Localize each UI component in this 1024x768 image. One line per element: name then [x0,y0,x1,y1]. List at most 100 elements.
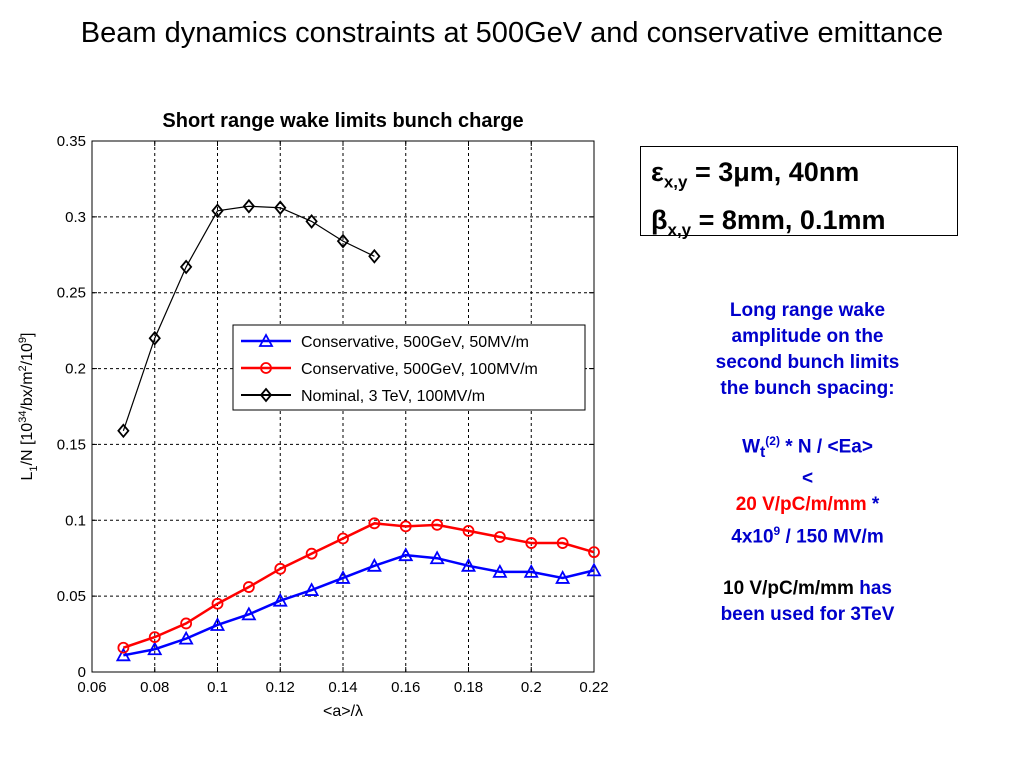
triangle-marker [209,617,226,631]
denom-rest: / 150 MV/m [780,526,884,548]
triangle-marker [178,630,194,645]
circle-marker [368,517,381,530]
emittance-subscript: x,y [663,172,688,192]
x-tick-label: 0.18 [454,679,483,696]
series-line [122,205,375,431]
used-value: 10 V/pC/m/mm [723,578,854,600]
triangle-marker [555,570,571,584]
circle-marker [588,546,600,559]
series-line [123,553,595,657]
formula-rest: * N / <Ea> [779,436,873,458]
y-axis-label-part: /N [10 [19,423,36,466]
legend: Conservative, 500GeV, 50MV/m Conservative… [232,324,586,411]
used-line-2: been used for 3TeV [720,604,895,626]
x-tick-label: 0.08 [140,679,169,696]
used-text-1: has [853,578,892,600]
series-circle [117,517,600,654]
series-diamond [117,198,381,439]
triangle-marker [398,547,414,562]
legend-label: Conservative, 500GeV, 100MV/m [301,361,538,378]
diamond-marker [242,198,256,214]
y-tick-label: 0.3 [65,209,86,226]
formula-sub: t [760,444,766,462]
diamond-marker [259,387,273,403]
denominator-line: 4x109 / 150 MV/m [670,518,945,550]
diamond-marker [368,248,381,264]
chart-title: Short range wake limits bunch charge [162,110,524,132]
diamond-marker [148,330,161,346]
legend-box [232,324,586,411]
diamond-marker [274,200,287,216]
triangle-marker [258,333,274,347]
y-tick-label: 0.15 [57,436,86,453]
circle-marker [148,631,161,644]
series-triangle [115,547,602,662]
x-tick-label: 0.2 [521,679,542,696]
circle-marker [556,537,569,549]
wake-formula: Wt(2) * N / <Ea> [670,428,945,466]
y-tick-label: 0.05 [57,588,86,605]
triangle-marker [147,641,163,656]
x-tick-label: 0.14 [328,679,357,696]
parameter-box: εx,y = 3μm, 40nm βx,y = 8mm, 0.1mm [640,146,958,240]
denom-sup: 9 [773,524,781,539]
triangle-marker [272,592,288,607]
triangle-marker [241,606,257,621]
circle-marker [493,531,506,543]
less-than: < [801,468,814,490]
slide-title: Beam dynamics constraints at 500GeV and … [80,17,944,49]
x-axis-label: <a>/λ [323,703,363,720]
y-tick-label: 0.1 [65,512,86,529]
triangle-marker [115,647,131,662]
formula-sup: (2) [765,434,780,448]
series-line [122,522,595,649]
triangle-marker [460,557,477,572]
circle-marker [260,362,272,374]
circle-marker [305,547,318,560]
note-line: amplitude on the [731,326,884,347]
diamond-marker [305,214,318,229]
x-tick-label: 0.12 [266,679,295,696]
circle-marker [431,518,444,531]
emittance-symbol: ε [651,157,664,187]
y-axis-label-part: /bx/m [19,371,36,410]
wake-note: Long range wake amplitude on the second … [670,298,945,628]
beta-line: βx,y = 8mm, 0.1mm [651,201,957,249]
used-line-1: 10 V/pC/m/mm has [670,576,945,602]
triangle-marker [492,563,508,578]
diamond-marker [179,259,193,275]
legend-label: Conservative, 500GeV, 50MV/m [301,334,529,351]
y-axis-label-part: 34 [17,411,29,423]
y-axis-label-part: ] [19,332,36,336]
formula-w: W [742,436,761,458]
y-axis-label-part: 1 [28,465,40,471]
limit-star: * [866,494,880,516]
diamond-marker [336,233,350,249]
beta-subscript: x,y [667,220,692,240]
y-axis-label-part: 2 [17,365,29,371]
circle-marker [462,525,475,537]
beta-value: = 8mm, 0.1mm [691,205,886,236]
legend-label: Nominal, 3 TeV, 100MV/m [301,388,485,405]
beta-symbol: β [651,205,668,236]
triangle-marker [366,557,382,572]
triangle-marker [304,582,320,596]
triangle-marker [586,562,602,577]
note-line: Long range wake [729,300,886,321]
triangle-marker [335,570,351,584]
denom-base: 4x10 [731,526,774,548]
limit-line: 20 V/pC/m/mm * [670,492,945,518]
circle-marker [337,532,349,545]
y-tick-label: 0.35 [57,133,86,150]
circle-marker [274,562,287,575]
y-tick-label: 0.25 [57,285,86,302]
circle-marker [211,597,224,610]
circle-marker [525,537,538,549]
y-tick-label: 0.2 [65,361,86,378]
emittance-line: εx,y = 3μm, 40nm [651,153,957,201]
x-tick-label: 0.06 [77,679,106,696]
y-tick-label: 0 [78,664,86,681]
circle-marker [117,641,130,654]
x-tick-label: 0.16 [391,679,420,696]
